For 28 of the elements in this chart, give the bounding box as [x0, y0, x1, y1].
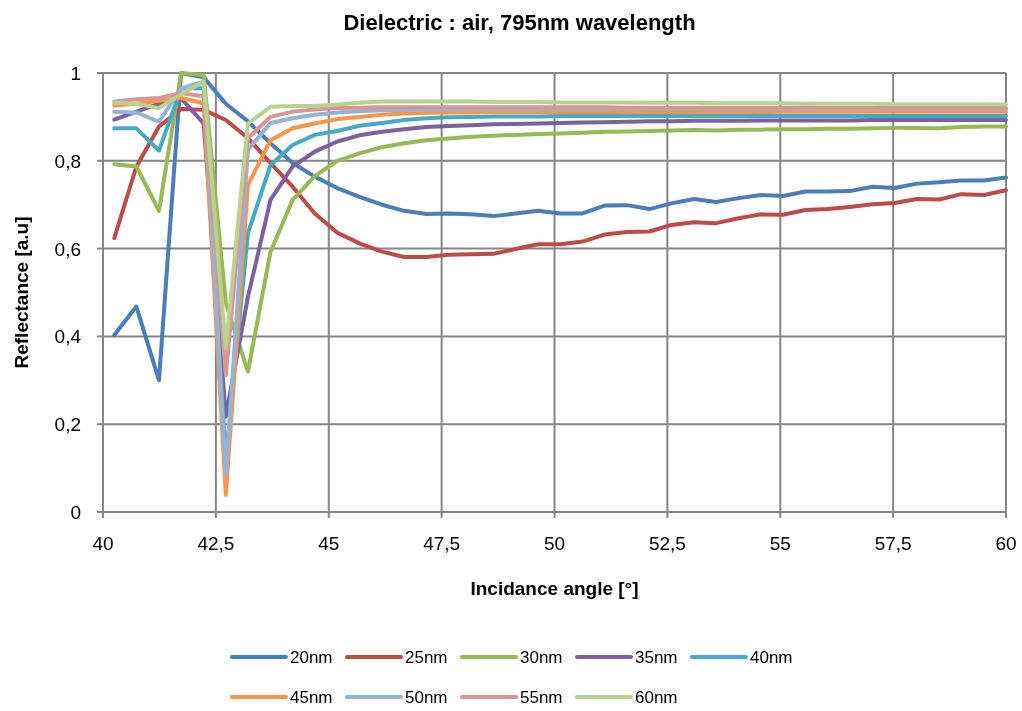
- y-tick-label: 0,2: [54, 414, 81, 436]
- y-tick-label: 0: [70, 502, 81, 523]
- legend-label: 25nm: [405, 648, 448, 667]
- line-series: [112, 107, 1008, 259]
- y-tick-label: 0,8: [54, 150, 81, 172]
- x-tick-label: 57,5: [874, 533, 912, 554]
- x-tick-label: 42,5: [197, 533, 235, 554]
- legend-label: 55nm: [520, 688, 563, 707]
- legend-label: 20nm: [290, 648, 333, 667]
- chart-title: Dielectric : air, 795nm wavelength: [343, 10, 696, 35]
- legend-label: 60nm: [635, 688, 678, 707]
- x-tick-label: 60: [995, 533, 1017, 554]
- y-tick-label: 0,6: [54, 238, 81, 260]
- legend-label: 50nm: [405, 688, 448, 707]
- legend-label: 40nm: [750, 648, 793, 667]
- x-tick-label: 50: [543, 533, 566, 554]
- legend-label: 45nm: [290, 688, 333, 707]
- x-tick-label: 45: [318, 533, 340, 554]
- legend-label: 30nm: [520, 648, 563, 667]
- x-tick-label: 52,5: [648, 533, 686, 554]
- legend-label: 35nm: [635, 648, 678, 667]
- y-tick-label: 0,4: [54, 326, 82, 348]
- x-tick-label: 40: [92, 533, 114, 554]
- x-axis-title: Incidance angle [°]: [470, 578, 639, 599]
- y-axis-title: Reflectance [a.u]: [11, 216, 32, 369]
- x-tick-label: 47,5: [423, 533, 461, 554]
- y-tick-label: 1: [70, 63, 81, 84]
- x-tick-label: 55: [769, 533, 791, 554]
